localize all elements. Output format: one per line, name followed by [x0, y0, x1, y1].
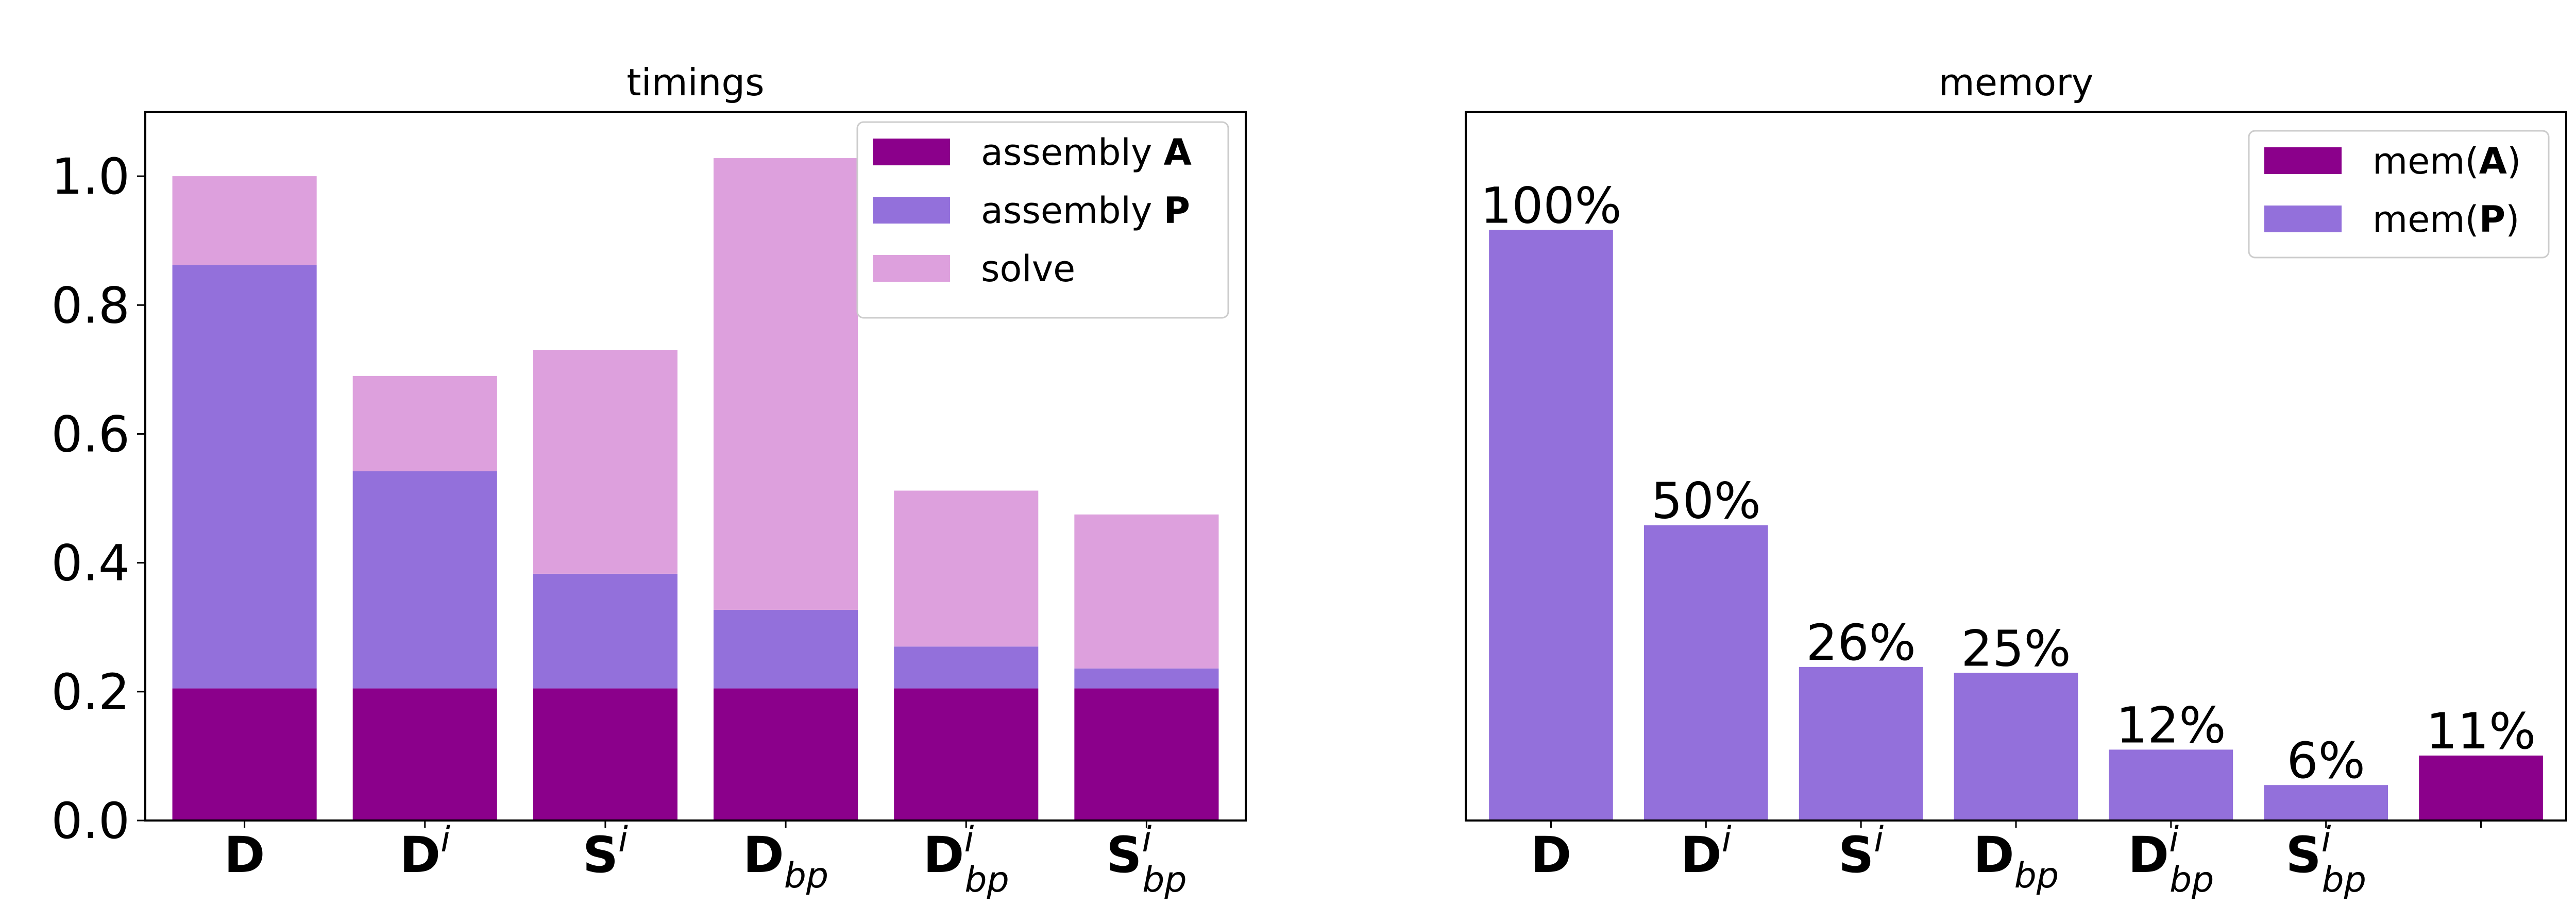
- timings-y-tick-label: 0.2: [51, 663, 130, 721]
- memory-bar: [2109, 749, 2233, 821]
- timings-bar-segment: [1074, 688, 1219, 821]
- memory-plot-frame: [1465, 111, 2567, 822]
- timings-bar-segment: [352, 688, 497, 821]
- timings-plot-frame: [144, 111, 1247, 822]
- memory-x-tick-label: Di: [1681, 819, 1732, 884]
- timings-bar-segment: [1074, 668, 1219, 689]
- timings-bar-segment: [894, 646, 1039, 689]
- timings-legend-label: solve: [981, 248, 1075, 290]
- memory-legend-swatch: [2264, 206, 2342, 232]
- timings-bar-segment: [714, 609, 858, 689]
- memory-bar: [1643, 525, 1768, 821]
- timings-x-tick-label: Di: [399, 819, 450, 884]
- memory-x-tick-label: Si: [1838, 819, 1884, 884]
- memory-x-tick-label: D: [1531, 826, 1572, 884]
- timings-y-tick-label: 0.8: [51, 277, 130, 334]
- timings-legend-swatch: [873, 255, 950, 282]
- memory-legend: mem(A) mem(P): [2248, 130, 2550, 259]
- memory-x-axis: D Di Si Dbp Di bp Si bp: [1531, 819, 2482, 900]
- memory-bar-value-label: 26%: [1806, 614, 1916, 672]
- timings-bar-segment: [714, 688, 858, 821]
- memory-x-tick-label: Di bp: [2128, 819, 2214, 900]
- memory-bar-value-label: 50%: [1651, 472, 1761, 530]
- timings-y-tick-label: 0.6: [51, 405, 130, 463]
- memory-bar-value-label: 6%: [2287, 732, 2365, 790]
- timings-x-tick-label: Si bp: [1106, 819, 1187, 900]
- timings-x-axis: D Di Si Dbp Di bp Si bp: [224, 819, 1187, 900]
- timings-legend-swatch: [873, 197, 950, 224]
- timings-bar-segment: [172, 176, 317, 265]
- timings-title: timings: [626, 61, 764, 104]
- timings-bars: [172, 158, 1219, 821]
- timings-x-tick-label: Si: [583, 819, 628, 884]
- timings-bar-segment: [172, 265, 317, 689]
- timings-bar-segment: [533, 350, 677, 574]
- timings-bar-segment: [1074, 514, 1219, 669]
- timings-x-tick-label: Dbp: [743, 826, 828, 896]
- timings-chart: timings 0.0 0.2 0.4 0.6 0.8 1.0 D Di Si Dbp Di bp S…: [51, 61, 1247, 900]
- memory-bar: [2419, 755, 2543, 821]
- timings-x-tick-label: D: [224, 826, 265, 884]
- timings-bar-segment: [894, 490, 1039, 647]
- timings-bar-segment: [172, 688, 317, 821]
- timings-bar-segment: [352, 375, 497, 472]
- memory-bar: [1954, 673, 2078, 821]
- timings-legend: assembly A assembly P solve: [856, 121, 1229, 319]
- memory-bar-value-label: 25%: [1961, 620, 2071, 677]
- timings-legend-label: assembly A: [981, 131, 1192, 174]
- memory-bar: [1489, 230, 1613, 821]
- timings-bar-segment: [533, 688, 677, 821]
- memory-legend-label: mem(P): [2372, 198, 2519, 241]
- memory-chart: memory 100% 50% 26% 25% 12% 6% 11% D Di Si Dbp Di b…: [1465, 61, 2567, 900]
- timings-bar-segment: [894, 688, 1039, 821]
- memory-bar: [1799, 666, 1923, 821]
- memory-bar: [2264, 785, 2388, 821]
- memory-x-tick-label: Si bp: [2286, 819, 2366, 900]
- timings-y-tick-label: 0.4: [51, 535, 130, 592]
- timings-y-tick-label: 1.0: [51, 148, 130, 206]
- memory-bar-value-label: 100%: [1480, 177, 1621, 234]
- memory-title: memory: [1939, 61, 2094, 104]
- memory-x-tick-label: Dbp: [1973, 826, 2059, 896]
- timings-legend-swatch: [873, 139, 950, 165]
- timings-bar-segment: [352, 471, 497, 689]
- timings-bar-segment: [714, 158, 858, 610]
- timings-y-tick-label: 0.0: [51, 792, 130, 850]
- memory-bar-value-label: 12%: [2116, 696, 2226, 754]
- timings-bar-segment: [533, 573, 677, 689]
- timings-legend-label: assembly P: [981, 190, 1190, 232]
- memory-legend-label: mem(A): [2372, 140, 2521, 182]
- memory-bar-value-label: 11%: [2426, 703, 2536, 760]
- memory-bars: 100% 50% 26% 25% 12% 6% 11%: [1480, 177, 2543, 821]
- timings-y-axis: 0.0 0.2 0.4 0.6 0.8 1.0: [51, 148, 145, 850]
- timings-x-tick-label: Di bp: [923, 819, 1009, 900]
- memory-legend-swatch: [2264, 147, 2342, 174]
